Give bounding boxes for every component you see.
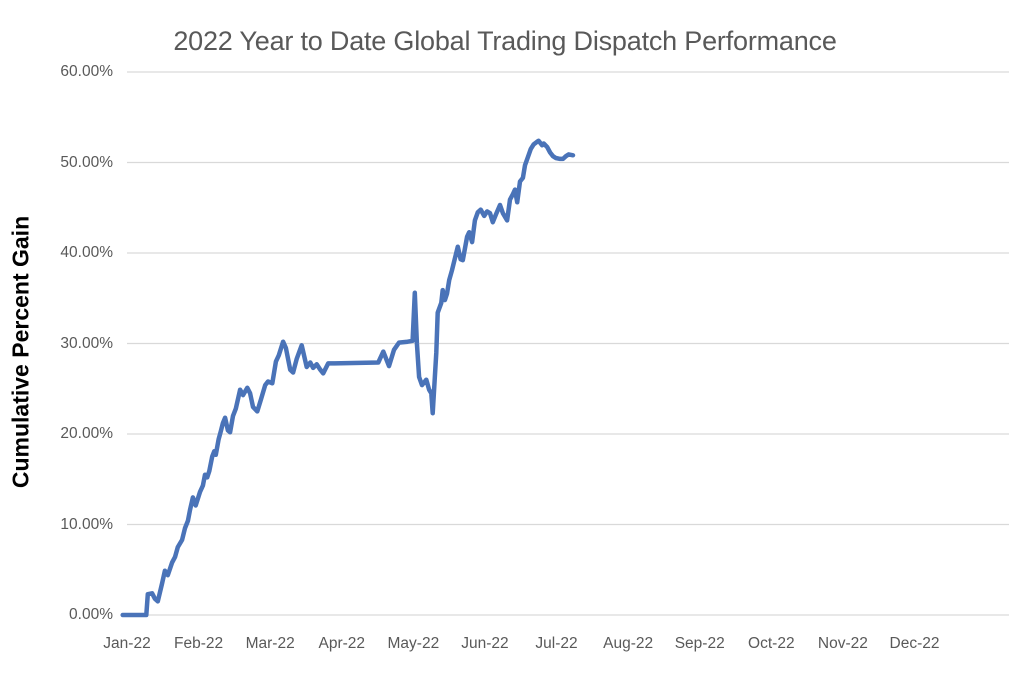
x-tick-label: Nov-22 [817, 635, 868, 652]
y-tick-label: 10.00% [60, 515, 113, 533]
performance-line [120, 138, 576, 618]
x-tick-label: Feb-22 [174, 635, 224, 652]
x-tick-label: Jul-22 [535, 635, 578, 652]
x-tick-label: Dec-22 [889, 635, 940, 652]
x-tick-label: Mar-22 [245, 635, 295, 652]
y-tick-label: 20.00% [60, 425, 113, 442]
chart-title: 2022 Year to Date Global Trading Dispatc… [173, 26, 837, 56]
y-tick-label: 30.00% [60, 334, 113, 352]
y-tick-label: 0.00% [69, 606, 113, 623]
x-tick-label: Sep-22 [674, 635, 725, 652]
y-tick-label: 50.00% [60, 153, 113, 171]
x-tick-label: Aug-22 [603, 635, 654, 652]
x-tick-label: Apr-22 [318, 635, 366, 652]
x-tick-label: Oct-22 [748, 635, 795, 652]
x-tick-label: May-22 [387, 635, 440, 652]
y-tick-label: 40.00% [60, 244, 113, 261]
y-tick-label: 60.00% [60, 63, 113, 80]
x-tick-label: Jan-22 [103, 635, 151, 652]
x-tick-label: Jun-22 [461, 635, 509, 652]
